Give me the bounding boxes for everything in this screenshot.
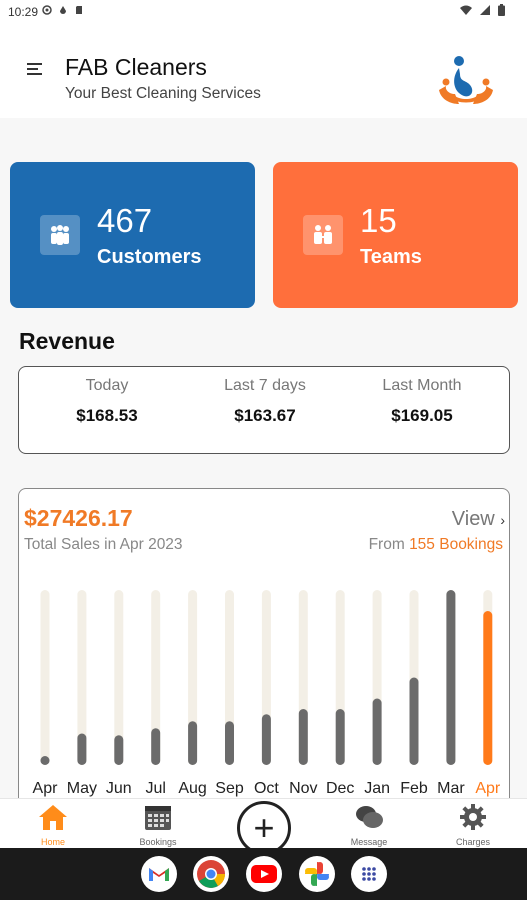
bar-apr-0[interactable] bbox=[40, 756, 50, 765]
tick-label-10: Feb bbox=[400, 780, 428, 797]
revenue-last-month-value: $169.05 bbox=[391, 406, 453, 425]
tick-label-6: Oct bbox=[254, 780, 279, 797]
bar-apr-12[interactable] bbox=[483, 611, 493, 765]
bookings-count[interactable]: 155 Bookings bbox=[409, 536, 503, 553]
bookings-summary: From 155 Bookings bbox=[369, 536, 503, 554]
nav-message-label: Message bbox=[350, 837, 388, 847]
revenue-today: Today $168.53 bbox=[42, 377, 172, 426]
sales-total: $27426.17 bbox=[24, 505, 133, 531]
tick-label-9: Jan bbox=[364, 780, 390, 797]
bar-sep-5[interactable] bbox=[225, 721, 234, 765]
system-dock bbox=[0, 848, 527, 900]
chevron-right-icon: › bbox=[500, 512, 505, 528]
revenue-last-7-days-value: $163.67 bbox=[234, 406, 296, 425]
nav-charges-label: Charges bbox=[455, 837, 491, 847]
bar-may-1[interactable] bbox=[77, 733, 87, 766]
company-logo bbox=[439, 56, 493, 104]
revenue-last-7-days-label: Last 7 days bbox=[224, 377, 306, 394]
chrome-icon[interactable] bbox=[193, 856, 229, 892]
sales-card: $27426.17 Total Sales in Apr 2023 View ›… bbox=[18, 488, 510, 818]
revenue-last-month: Last Month $169.05 bbox=[357, 377, 487, 426]
sd-card-icon bbox=[76, 6, 82, 14]
teams-icon-box bbox=[303, 215, 343, 255]
calendar-icon bbox=[145, 806, 171, 830]
plus-icon: + bbox=[253, 807, 275, 848]
status-bar: 10:29 bbox=[0, 0, 527, 24]
revenue-today-label: Today bbox=[85, 377, 129, 394]
bar-track bbox=[40, 590, 50, 765]
drop-icon bbox=[60, 6, 66, 14]
tick-label-3: Jul bbox=[145, 780, 165, 797]
teams-card[interactable]: 15 Teams bbox=[273, 162, 518, 308]
tick-label-7: Nov bbox=[289, 780, 317, 797]
status-system-icons bbox=[460, 4, 505, 16]
customers-icon bbox=[51, 225, 69, 245]
nav-charges[interactable]: Charges bbox=[438, 803, 508, 847]
gmail-icon[interactable] bbox=[141, 856, 177, 892]
bar-jun-2[interactable] bbox=[114, 735, 124, 765]
add-booking-button[interactable]: + bbox=[237, 801, 291, 855]
app-subtitle: Your Best Cleaning Services bbox=[65, 85, 261, 102]
battery-icon bbox=[498, 4, 505, 16]
wifi-icon bbox=[460, 5, 472, 15]
bar-nov-7[interactable] bbox=[298, 709, 308, 765]
photos-icon[interactable] bbox=[299, 856, 335, 892]
revenue-today-value: $168.53 bbox=[76, 406, 138, 425]
monthly-sales-chart: Apr May Jun Jul Aug Sep Oct Nov Dec Jan Feb Mar Apr bbox=[33, 590, 501, 797]
nav-home[interactable]: Home bbox=[18, 803, 88, 847]
sales-caption: Total Sales in Apr 2023 bbox=[24, 536, 183, 553]
menu-icon[interactable] bbox=[26, 59, 46, 79]
customers-card[interactable]: 467 Customers bbox=[10, 162, 255, 308]
sync-icon bbox=[42, 5, 52, 15]
home-icon bbox=[39, 805, 67, 830]
tick-label-11: Mar bbox=[437, 780, 465, 797]
bar-aug-4[interactable] bbox=[188, 721, 198, 765]
app-header: FAB Cleaners Your Best Cleaning Services bbox=[0, 24, 527, 118]
tick-label-12: Apr bbox=[475, 780, 501, 797]
nav-home-label: Home bbox=[40, 837, 65, 847]
tick-label-4: Aug bbox=[178, 780, 206, 797]
status-time: 10:29 bbox=[8, 5, 39, 19]
tick-label-0: Apr bbox=[33, 780, 59, 797]
bar-jul-3[interactable] bbox=[151, 728, 161, 765]
app-drawer-icon[interactable] bbox=[351, 856, 387, 892]
youtube-icon[interactable] bbox=[246, 856, 282, 892]
teams-count: 15 bbox=[360, 202, 397, 239]
tick-label-1: May bbox=[67, 780, 97, 797]
customers-count: 467 bbox=[97, 202, 153, 239]
bar-oct-6[interactable] bbox=[261, 714, 271, 765]
from-prefix: From bbox=[368, 536, 405, 553]
customers-icon-box bbox=[40, 215, 80, 255]
gear-icon bbox=[460, 804, 486, 830]
tick-label-2: Jun bbox=[106, 780, 132, 797]
app-title: FAB Cleaners bbox=[65, 54, 207, 80]
revenue-summary: Today $168.53 Last 7 days $163.67 Last M… bbox=[18, 366, 510, 454]
revenue-last-7-days: Last 7 days $163.67 bbox=[200, 377, 330, 426]
bar-track bbox=[77, 590, 87, 765]
nav-message[interactable]: Message bbox=[334, 803, 404, 847]
bar-track bbox=[188, 590, 198, 765]
tick-label-8: Dec bbox=[326, 780, 354, 797]
bar-dec-8[interactable] bbox=[335, 709, 345, 765]
teams-label: Teams bbox=[360, 246, 422, 268]
bar-feb-10[interactable] bbox=[409, 677, 419, 766]
bar-mar-11[interactable] bbox=[446, 590, 456, 765]
customers-label: Customers bbox=[97, 246, 202, 268]
tick-label-5: Sep bbox=[215, 780, 244, 797]
teams-icon bbox=[314, 225, 332, 244]
status-notification-icons bbox=[42, 5, 84, 15]
bar-jan-9[interactable] bbox=[372, 698, 382, 766]
bar-track bbox=[114, 590, 124, 765]
revenue-last-month-label: Last Month bbox=[382, 377, 462, 394]
bar-track bbox=[151, 590, 161, 765]
view-link[interactable]: View › bbox=[452, 508, 505, 531]
nav-bookings-label: Bookings bbox=[139, 837, 177, 847]
signal-icon bbox=[480, 5, 490, 15]
chat-icon bbox=[356, 806, 383, 828]
revenue-heading: Revenue bbox=[19, 328, 115, 354]
nav-bookings[interactable]: Bookings bbox=[123, 803, 193, 847]
view-label: View bbox=[451, 508, 495, 530]
bar-track bbox=[225, 590, 234, 765]
bottom-nav: Home Bookings + Message bbox=[0, 798, 527, 855]
